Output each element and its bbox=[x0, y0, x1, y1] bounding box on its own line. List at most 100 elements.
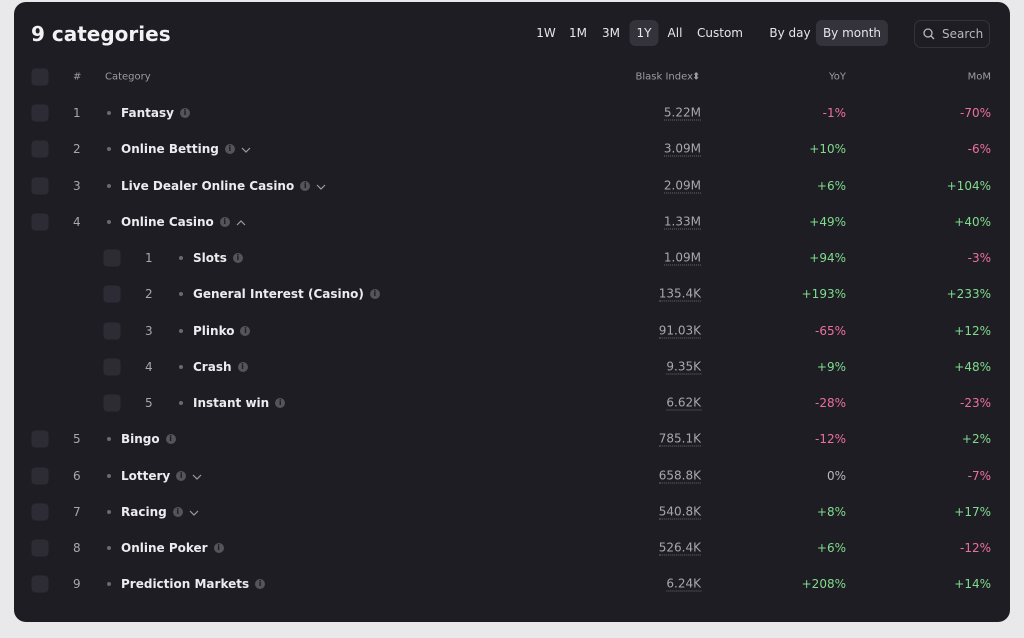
bullet bbox=[107, 582, 111, 587]
yoy: +8% bbox=[816, 504, 846, 519]
yoy: +6% bbox=[816, 541, 846, 555]
blask-index: 6.24K bbox=[666, 576, 701, 592]
category-name[interactable]: Plinko bbox=[193, 323, 235, 338]
mom: -70% bbox=[959, 106, 991, 120]
bullet bbox=[107, 437, 111, 442]
rank: 5 bbox=[145, 396, 153, 410]
bullet bbox=[107, 147, 111, 152]
mom: +12% bbox=[954, 323, 991, 338]
row-checkbox[interactable] bbox=[31, 467, 49, 484]
rank: 2 bbox=[73, 142, 81, 157]
row-checkbox[interactable] bbox=[31, 177, 49, 194]
range-button[interactable]: All bbox=[667, 26, 683, 40]
category-name[interactable]: Instant win bbox=[193, 396, 270, 410]
title: 9 categories bbox=[31, 22, 171, 46]
info-icon[interactable]: i bbox=[219, 216, 230, 227]
row-checkbox[interactable] bbox=[103, 249, 121, 267]
row-checkbox[interactable] bbox=[31, 104, 49, 122]
chevron[interactable] bbox=[192, 469, 202, 483]
yoy: -65% bbox=[814, 323, 846, 338]
search-icon bbox=[923, 28, 935, 40]
column-header: # bbox=[73, 71, 82, 83]
row-checkbox[interactable] bbox=[31, 575, 49, 593]
chevron[interactable] bbox=[241, 142, 251, 156]
column-header: YoY bbox=[828, 71, 846, 83]
yoy: 0% bbox=[826, 468, 846, 483]
category-name[interactable]: Online Casino bbox=[121, 214, 214, 229]
info-icon[interactable]: i bbox=[240, 325, 251, 336]
range-button[interactable]: 1Y bbox=[629, 20, 659, 46]
info-icon[interactable]: i bbox=[237, 361, 248, 372]
category-name[interactable]: Online Betting bbox=[121, 142, 219, 157]
bullet bbox=[107, 473, 111, 478]
info-icon[interactable]: i bbox=[255, 579, 266, 590]
info-icon[interactable]: i bbox=[179, 108, 190, 118]
yoy: +10% bbox=[809, 142, 846, 157]
category-name[interactable]: Lottery bbox=[121, 468, 171, 483]
row-checkbox[interactable] bbox=[31, 213, 49, 231]
chevron[interactable] bbox=[236, 215, 246, 229]
search-placeholder: Search bbox=[942, 27, 984, 41]
range-button[interactable]: 1M bbox=[569, 26, 587, 40]
blask-index: 5.22M bbox=[663, 105, 701, 121]
rank: 1 bbox=[145, 251, 153, 265]
blask-index: 1.09M bbox=[663, 250, 701, 266]
chevron[interactable] bbox=[316, 179, 326, 193]
chevron-icon bbox=[241, 147, 251, 154]
yoy: +193% bbox=[801, 287, 846, 302]
rank: 7 bbox=[73, 504, 81, 519]
range-button[interactable]: Custom bbox=[697, 26, 743, 40]
rank: 4 bbox=[145, 359, 153, 374]
info-icon[interactable]: i bbox=[224, 144, 235, 155]
yoy: +6% bbox=[816, 178, 846, 193]
row-checkbox[interactable] bbox=[31, 503, 49, 521]
category-name[interactable]: Prediction Markets bbox=[121, 577, 250, 592]
row-checkbox[interactable] bbox=[31, 140, 49, 158]
row-checkbox[interactable] bbox=[103, 358, 121, 376]
mom: +14% bbox=[954, 577, 991, 592]
row-checkbox[interactable] bbox=[31, 430, 49, 448]
rank: 1 bbox=[73, 106, 81, 120]
blask-index: 91.03K bbox=[658, 323, 701, 338]
rank: 4 bbox=[73, 214, 81, 229]
category-name[interactable]: Online Poker bbox=[121, 541, 208, 555]
select-all-checkbox[interactable] bbox=[31, 68, 49, 86]
column-header: Category bbox=[105, 71, 151, 83]
column-header[interactable]: Blask Index bbox=[635, 71, 693, 83]
row-checkbox[interactable] bbox=[31, 539, 49, 557]
info-icon[interactable]: i bbox=[300, 180, 311, 191]
category-name[interactable]: Crash bbox=[193, 359, 232, 374]
chevron-icon bbox=[236, 219, 246, 226]
info-icon[interactable]: i bbox=[213, 543, 224, 553]
info-icon[interactable]: i bbox=[165, 434, 176, 445]
category-name[interactable]: Bingo bbox=[121, 432, 160, 447]
info-icon[interactable]: i bbox=[232, 253, 243, 263]
yoy: +49% bbox=[809, 214, 846, 229]
info-icon[interactable]: i bbox=[176, 470, 187, 481]
blask-index: 6.62K bbox=[666, 395, 701, 411]
chevron[interactable] bbox=[189, 505, 199, 519]
panel: 9 categories Search 1W 1M 3M 1Y All Custom By … bbox=[14, 2, 1010, 622]
category-name[interactable]: Live Dealer Online Casino bbox=[121, 178, 295, 193]
category-name[interactable]: Fantasy bbox=[121, 106, 174, 120]
range-button[interactable]: 1W bbox=[536, 26, 556, 40]
range-button[interactable]: 3M bbox=[602, 26, 620, 40]
category-name[interactable]: Slots bbox=[193, 251, 227, 265]
row-checkbox[interactable] bbox=[103, 285, 121, 303]
category-name[interactable]: Racing bbox=[121, 504, 167, 519]
bullet bbox=[107, 219, 111, 224]
info-icon[interactable]: i bbox=[275, 398, 286, 408]
bullet bbox=[179, 328, 183, 333]
blask-index: 9.35K bbox=[666, 359, 701, 375]
granularity-button[interactable]: By month bbox=[815, 20, 889, 46]
rank: 3 bbox=[145, 323, 153, 338]
info-icon[interactable]: i bbox=[172, 506, 183, 517]
row-checkbox[interactable] bbox=[103, 394, 121, 412]
search-box[interactable]: Search bbox=[914, 20, 990, 48]
info-icon[interactable]: i bbox=[369, 289, 380, 300]
sort-icon: ⬍ bbox=[692, 71, 701, 83]
granularity-button[interactable]: By day bbox=[769, 26, 811, 40]
category-name[interactable]: General Interest (Casino) bbox=[193, 287, 364, 302]
row-checkbox[interactable] bbox=[103, 322, 121, 339]
